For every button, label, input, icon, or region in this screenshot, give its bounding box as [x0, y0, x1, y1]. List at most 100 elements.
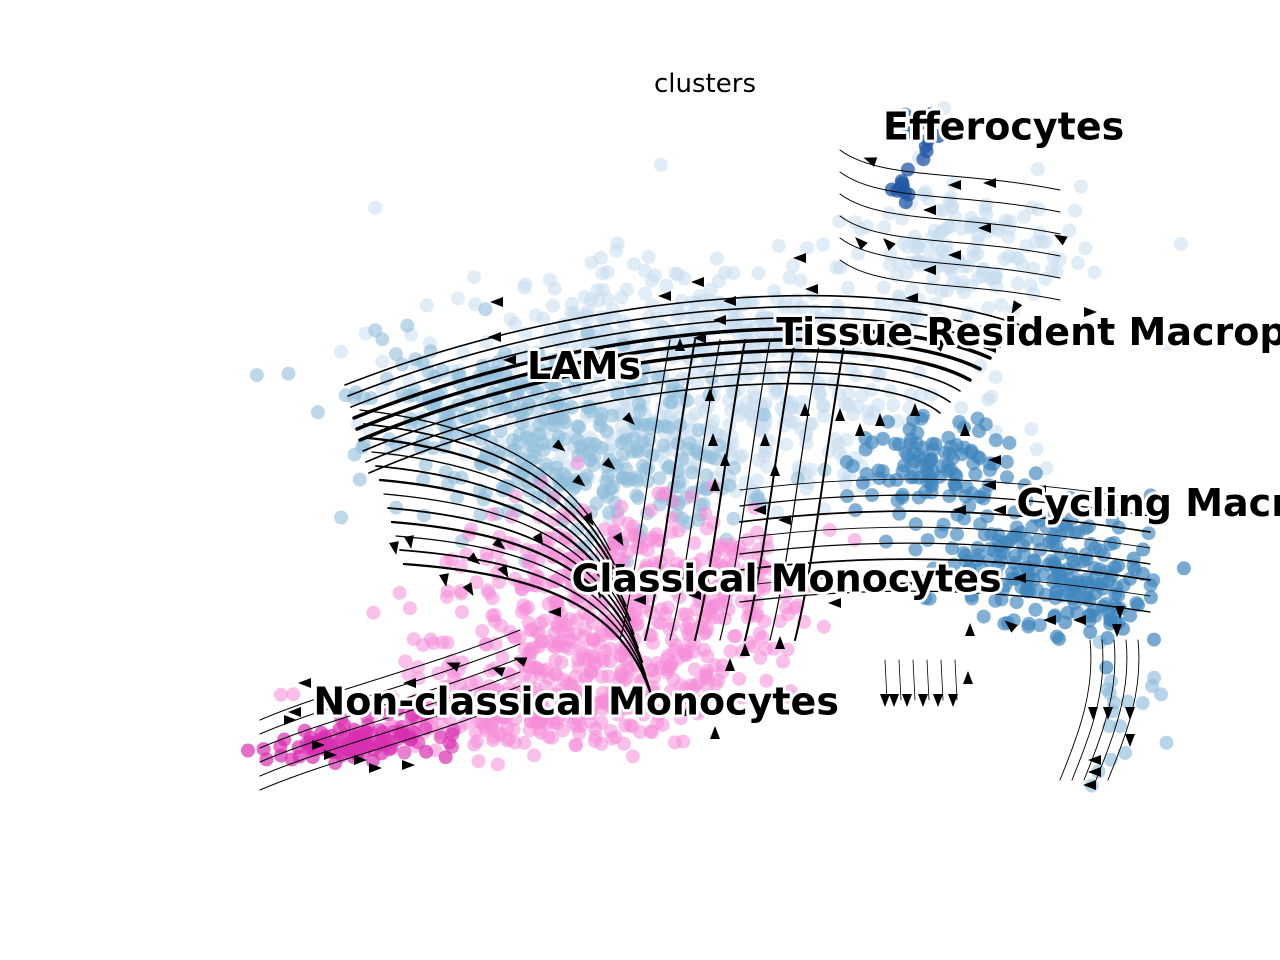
cell-point: [675, 511, 689, 526]
cell-point: [963, 220, 978, 235]
cell-point: [758, 641, 773, 656]
velocity-arrow: [710, 478, 720, 491]
cell-point: [717, 576, 732, 591]
cell-point: [713, 537, 728, 552]
cell-point: [1136, 566, 1150, 581]
cell-point: [625, 719, 640, 734]
cell-point: [586, 615, 600, 630]
cell-point: [467, 270, 481, 285]
velocity-arrow: [675, 338, 685, 351]
cell-point: [524, 622, 539, 637]
cell-point: [383, 704, 398, 719]
cell-point: [965, 327, 980, 341]
cell-point: [1020, 584, 1035, 599]
cell-point: [521, 693, 536, 708]
cell-point: [756, 420, 771, 435]
cell-point: [651, 703, 666, 718]
cell-point: [776, 654, 791, 669]
cell-point: [1071, 525, 1086, 540]
cell-point: [984, 389, 999, 404]
cell-point: [964, 278, 979, 293]
cell-point: [1126, 551, 1141, 566]
cell-point: [241, 743, 255, 758]
streamline: [794, 339, 846, 641]
cluster-label: Classical Monocytes: [572, 556, 1002, 600]
velocity-arrow: [354, 755, 367, 765]
velocity-arrow: [713, 315, 726, 325]
cell-point: [792, 459, 807, 474]
cell-point: [1160, 336, 1175, 351]
cell-point: [619, 471, 634, 486]
cell-point: [1131, 598, 1145, 613]
cell-point: [633, 697, 648, 712]
cell-point: [762, 368, 777, 383]
velocity-arrow: [775, 636, 785, 649]
cell-point: [652, 471, 667, 486]
cell-point: [517, 667, 532, 682]
cell-point: [556, 506, 571, 521]
streamline: [383, 493, 635, 635]
velocity-arrow: [875, 413, 885, 426]
cell-point: [504, 443, 518, 458]
cell-point: [950, 527, 964, 542]
velocity-arrow: [978, 223, 991, 233]
cell-point: [436, 680, 451, 694]
cell-point: [256, 742, 271, 757]
cell-point: [742, 601, 757, 616]
cell-point: [546, 594, 561, 608]
cell-point: [397, 745, 412, 760]
cell-point: [503, 312, 518, 327]
cell-point: [1143, 590, 1158, 605]
cell-point: [610, 707, 625, 722]
cell-point: [423, 344, 438, 359]
velocity-arrow: [948, 180, 961, 190]
cell-point: [618, 432, 633, 447]
cell-point: [937, 101, 952, 116]
cell-point: [793, 273, 808, 288]
cell-point: [334, 344, 348, 359]
cell-point: [455, 605, 469, 619]
cell-point: [727, 629, 741, 644]
cell-point: [926, 464, 941, 479]
cell-point: [1105, 514, 1120, 528]
cell-point: [551, 636, 566, 651]
velocity-arrow: [905, 293, 918, 303]
cell-point: [603, 724, 618, 738]
cell-point: [449, 490, 464, 505]
cell-point: [1052, 252, 1067, 267]
cell-point: [625, 749, 640, 764]
cell-point: [926, 561, 941, 576]
streamline: [839, 215, 1061, 257]
velocity-arrow: [953, 505, 966, 515]
cell-point: [970, 246, 985, 261]
cell-point: [647, 323, 662, 338]
streamline: [644, 339, 696, 641]
cell-point: [1070, 255, 1085, 270]
cell-point: [759, 459, 774, 474]
velocity-arrow: [965, 623, 975, 636]
cell-point: [597, 692, 612, 707]
cell-point: [922, 107, 937, 122]
cell-point: [949, 469, 964, 484]
cell-point: [501, 666, 516, 681]
cell-point: [921, 192, 936, 207]
velocity-arrow: [902, 694, 912, 707]
cell-point: [665, 395, 679, 410]
cell-point: [899, 265, 914, 280]
cell-point: [864, 383, 879, 398]
cell-point: [687, 557, 702, 572]
cell-point: [976, 491, 991, 506]
cell-point: [926, 443, 940, 458]
streamline: [259, 671, 521, 763]
cell-point: [549, 716, 564, 731]
cell-point: [569, 719, 584, 734]
cell-point: [782, 270, 797, 285]
cell-point: [816, 237, 830, 252]
cell-point: [750, 473, 765, 488]
cell-point: [598, 644, 613, 659]
streamline: [739, 574, 1151, 597]
cell-point: [411, 660, 425, 675]
cluster-label: Cycling Macrophages: [1017, 481, 1280, 525]
cell-point: [614, 290, 629, 305]
cell-point: [366, 605, 381, 620]
